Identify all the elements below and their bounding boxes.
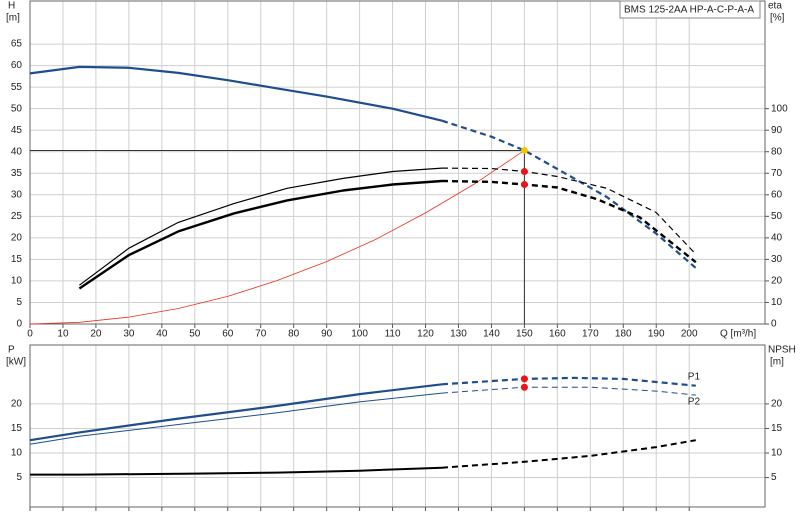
curve (29, 383, 443, 442)
x-axis-label: Q [m³/h] (720, 329, 756, 340)
plot-frame (29, 0, 766, 325)
y-tick-label: 15 (11, 254, 23, 265)
y-tick-label: 55 (11, 82, 23, 93)
x-tick-label: 150 (516, 329, 533, 340)
y2-tick-label: 40 (771, 233, 783, 244)
curve-dashed (441, 179, 697, 264)
curve (29, 392, 443, 445)
x-tick-label: 30 (123, 329, 135, 340)
curve-dashed (441, 119, 697, 269)
y-tick-label: 20 (11, 233, 23, 244)
curve (29, 65, 443, 122)
operating-point (520, 375, 528, 383)
operating-point (520, 383, 528, 391)
y2-tick-label: 0 (771, 319, 777, 330)
y2-axis-label: eta (768, 1, 782, 12)
y2-tick-label: 10 (771, 448, 783, 459)
y-tick-label: 45 (11, 125, 23, 136)
y-tick-label: 15 (11, 423, 23, 434)
y-axis-label: H (8, 1, 15, 12)
y-tick-label: 5 (16, 472, 22, 483)
y2-tick-label: 100 (771, 103, 788, 114)
y2-tick-label: 30 (771, 254, 783, 265)
x-tick-label: 160 (549, 329, 566, 340)
y-tick-label: 5 (16, 297, 22, 308)
curve (78, 179, 443, 290)
x-tick-label: 90 (321, 329, 333, 340)
curve (29, 150, 525, 325)
y2-tick-label: 5 (771, 472, 777, 483)
y-tick-label: 10 (11, 276, 23, 287)
y2-tick-label: 60 (771, 189, 783, 200)
curve (30, 466, 443, 476)
y2-tick-label: 20 (771, 276, 783, 287)
x-tick-label: 20 (90, 329, 102, 340)
curve (79, 167, 443, 286)
x-tick-label: 170 (582, 329, 599, 340)
y-tick-label: 25 (11, 211, 23, 222)
x-tick-label: 190 (648, 329, 665, 340)
x-tick-label: 40 (156, 329, 168, 340)
plot-frame (29, 344, 766, 508)
x-tick-label: 180 (615, 329, 632, 340)
series-label: P2 (688, 397, 701, 408)
y2-tick-label: 80 (771, 146, 783, 157)
series-label: P1 (688, 371, 701, 382)
y2-axis-unit: [%] (770, 13, 785, 24)
x-tick-label: 10 (57, 329, 69, 340)
y2-tick-label: 70 (771, 168, 783, 179)
y2-axis-unit: [m] (770, 357, 784, 368)
x-tick-label: 140 (483, 329, 500, 340)
x-tick-label: 70 (255, 329, 267, 340)
x-tick-label: 80 (288, 329, 300, 340)
x-tick-label: 120 (417, 329, 434, 340)
y-axis-label: P (8, 345, 15, 356)
y-tick-label: 20 (11, 399, 23, 410)
y-tick-label: 30 (11, 189, 23, 200)
curve-dashed (441, 376, 696, 387)
x-tick-label: 60 (222, 329, 234, 340)
x-tick-label: 0 (27, 329, 33, 340)
y-tick-label: 50 (11, 103, 23, 114)
operating-point (520, 180, 528, 188)
curve-dashed (441, 439, 696, 469)
x-tick-label: 100 (351, 329, 368, 340)
y-tick-label: 35 (11, 168, 23, 179)
y-tick-label: 10 (11, 448, 23, 459)
y-tick-label: 40 (11, 146, 23, 157)
x-tick-label: 110 (385, 329, 401, 340)
title-box (619, 0, 761, 19)
x-tick-label: 50 (189, 329, 201, 340)
y2-tick-label: 50 (771, 211, 783, 222)
curve-dashed (441, 167, 697, 255)
y-tick-label: 0 (16, 319, 22, 330)
curve-dashed (441, 386, 696, 396)
y2-tick-label: 90 (771, 125, 783, 136)
x-tick-label: 130 (450, 329, 467, 340)
y2-tick-label: 20 (771, 399, 783, 410)
y2-axis-label: NPSH (768, 345, 796, 356)
y-axis-unit: [kW] (6, 357, 26, 368)
y-axis-unit: [m] (6, 13, 20, 24)
x-tick-label: 200 (681, 329, 698, 340)
y2-tick-label: 10 (771, 297, 783, 308)
y-tick-label: 65 (11, 39, 23, 50)
operating-point (520, 168, 528, 176)
y-tick-label: 60 (11, 60, 23, 71)
chart-title: BMS 125-2AA HP-A-C-P-A-A (624, 5, 754, 16)
operating-point (520, 146, 528, 154)
y2-tick-label: 15 (771, 423, 783, 434)
